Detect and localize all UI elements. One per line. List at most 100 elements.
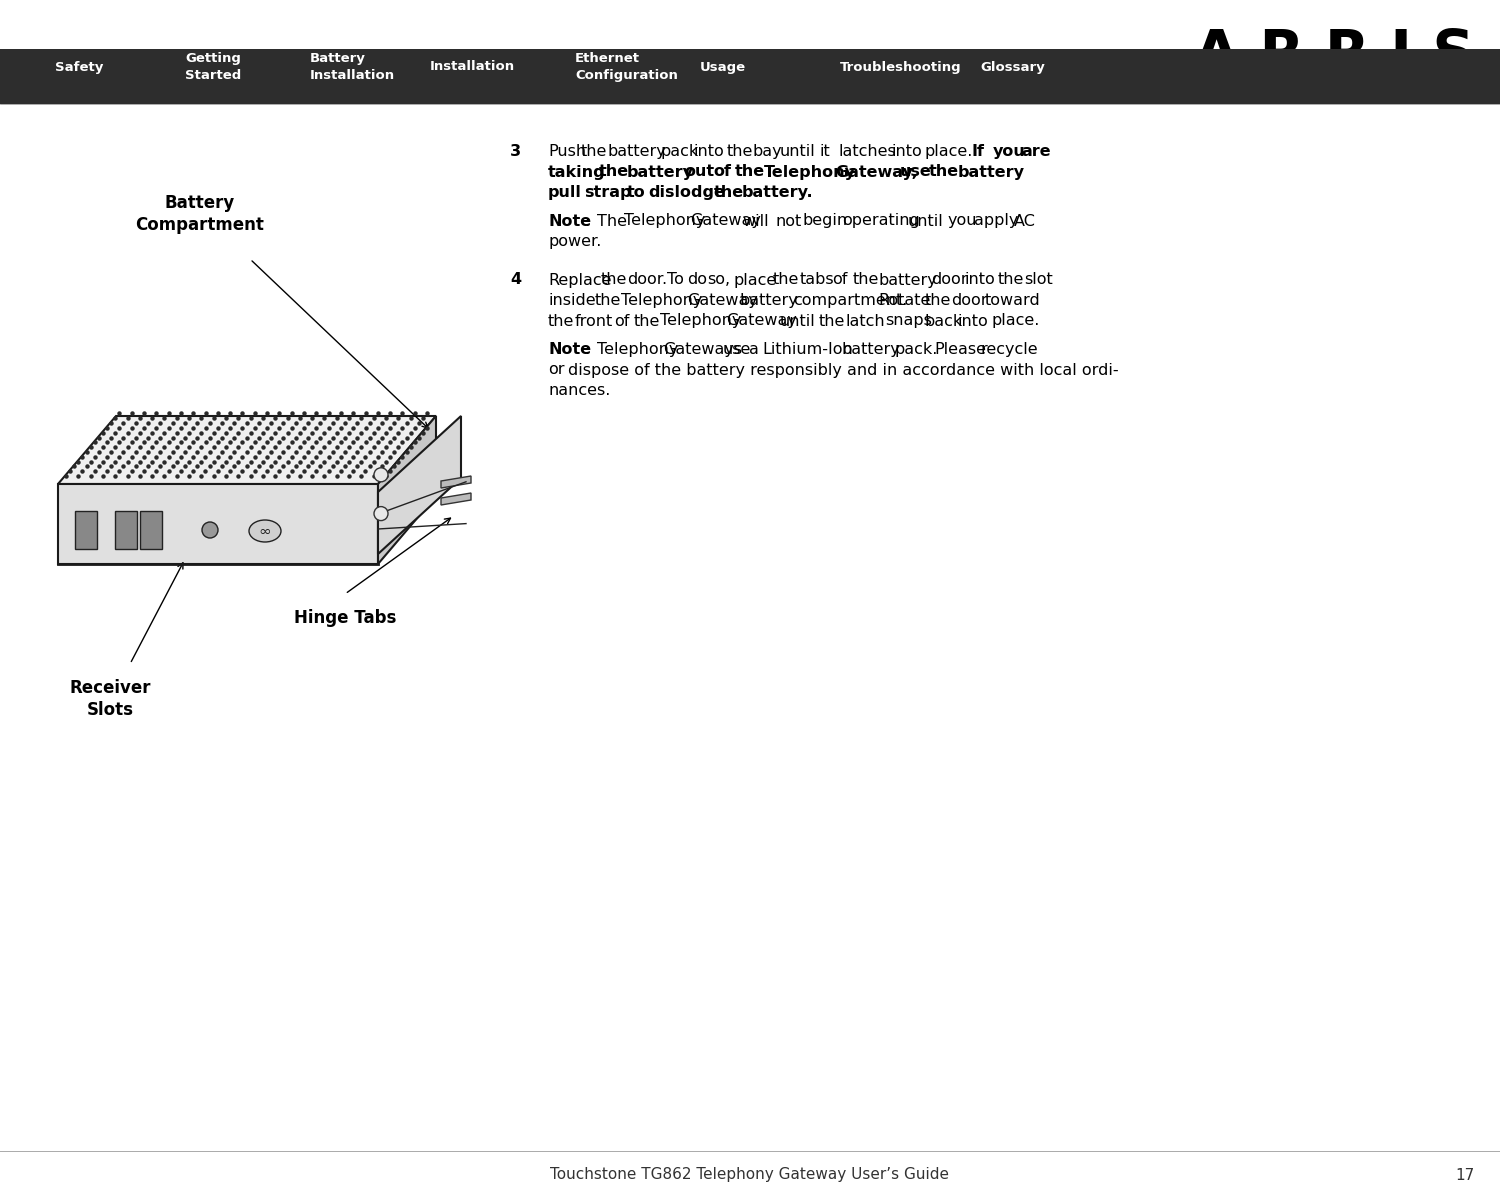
Bar — [140, 511, 162, 549]
Text: the: the — [819, 313, 846, 329]
Text: power.: power. — [548, 234, 602, 249]
Text: Installation: Installation — [310, 70, 394, 82]
Polygon shape — [441, 476, 471, 488]
Text: A R R I S: A R R I S — [1194, 28, 1474, 84]
Text: the: the — [580, 144, 608, 159]
Text: will: will — [742, 213, 770, 229]
Circle shape — [374, 468, 388, 482]
Text: a: a — [750, 342, 759, 357]
Text: inside: inside — [548, 293, 596, 308]
Text: use: use — [723, 342, 752, 357]
Text: 4: 4 — [510, 272, 520, 288]
Text: pack: pack — [660, 144, 699, 159]
Text: into: into — [964, 272, 996, 288]
Text: the: the — [772, 272, 800, 288]
Text: compartment.: compartment. — [792, 293, 908, 308]
Text: strap: strap — [584, 185, 632, 200]
Text: battery: battery — [957, 164, 1024, 180]
Text: Gateway: Gateway — [687, 293, 758, 308]
Text: Replace: Replace — [548, 272, 612, 288]
Text: toward: toward — [984, 293, 1040, 308]
Text: Glossary: Glossary — [980, 60, 1044, 73]
Text: the: the — [726, 144, 753, 159]
Text: place.: place. — [926, 144, 974, 159]
Text: battery: battery — [627, 164, 694, 180]
Text: Gateway: Gateway — [726, 313, 798, 329]
Text: ∞: ∞ — [258, 524, 272, 538]
Text: Receiver
Slots: Receiver Slots — [69, 679, 150, 719]
Text: Telephony: Telephony — [597, 342, 678, 357]
Text: latches: latches — [839, 144, 897, 159]
Text: Battery
Compartment: Battery Compartment — [135, 194, 264, 234]
Polygon shape — [441, 493, 471, 505]
Text: tabs: tabs — [800, 272, 834, 288]
Text: into: into — [892, 144, 922, 159]
Text: it: it — [819, 144, 830, 159]
Text: not: not — [776, 213, 802, 229]
Text: recycle: recycle — [981, 342, 1038, 357]
Text: are: are — [1022, 144, 1052, 159]
Text: Usage: Usage — [700, 60, 746, 73]
Text: or: or — [548, 362, 564, 378]
Text: back: back — [926, 313, 963, 329]
Text: door: door — [951, 293, 988, 308]
Text: the: the — [926, 293, 951, 308]
Text: front: front — [574, 313, 612, 329]
Text: Lithium-Ion: Lithium-Ion — [762, 342, 853, 357]
Text: to: to — [627, 185, 646, 200]
Text: until: until — [780, 313, 814, 329]
Text: Hinge Tabs: Hinge Tabs — [294, 609, 396, 627]
Text: dispose of the battery responsibly and in accordance with local ordi-: dispose of the battery responsibly and i… — [568, 362, 1119, 378]
Text: use: use — [900, 164, 932, 180]
Text: the: the — [928, 164, 958, 180]
Bar — [116, 511, 136, 549]
Text: battery: battery — [879, 272, 938, 288]
Text: Getting: Getting — [184, 52, 242, 65]
Text: Push: Push — [548, 144, 586, 159]
Bar — [58, 484, 378, 564]
Text: Started: Started — [184, 70, 242, 82]
Text: battery: battery — [608, 144, 666, 159]
Text: 17: 17 — [1455, 1168, 1474, 1182]
Text: Touchstone TG862 Telephony Gateway User’s Guide: Touchstone TG862 Telephony Gateway User’… — [550, 1168, 950, 1182]
Text: battery: battery — [740, 293, 798, 308]
Text: Gateway,: Gateway, — [836, 164, 918, 180]
Text: the: the — [598, 164, 628, 180]
Text: AC: AC — [1014, 213, 1035, 229]
Text: battery: battery — [842, 342, 900, 357]
Text: until: until — [908, 213, 944, 229]
Text: Rotate: Rotate — [879, 293, 932, 308]
Text: Configuration: Configuration — [574, 70, 678, 82]
Text: pull: pull — [548, 185, 582, 200]
Text: the: the — [714, 185, 744, 200]
Text: taking: taking — [548, 164, 606, 180]
Text: the: the — [735, 164, 765, 180]
Text: Telephony: Telephony — [624, 213, 705, 229]
Text: Telephony: Telephony — [660, 313, 742, 329]
Polygon shape — [378, 416, 460, 554]
Text: Telephony: Telephony — [764, 164, 855, 180]
Text: operating: operating — [842, 213, 920, 229]
Text: apply: apply — [974, 213, 1018, 229]
Circle shape — [202, 522, 217, 538]
Text: so,: so, — [706, 272, 730, 288]
Circle shape — [374, 507, 388, 520]
Text: begin: begin — [802, 213, 847, 229]
Text: To: To — [668, 272, 684, 288]
Text: slot: slot — [1024, 272, 1053, 288]
Text: of: of — [614, 313, 630, 329]
Text: the: the — [634, 313, 660, 329]
Polygon shape — [58, 416, 436, 484]
Text: Safety: Safety — [56, 60, 104, 73]
Bar — [75, 511, 98, 549]
Text: Note: Note — [548, 342, 591, 357]
Text: Troubleshooting: Troubleshooting — [840, 60, 962, 73]
Text: of: of — [714, 164, 732, 180]
Text: :: : — [584, 342, 590, 357]
Text: snaps: snaps — [885, 313, 932, 329]
Text: Battery: Battery — [310, 52, 366, 65]
Text: place: place — [734, 272, 777, 288]
Text: Note: Note — [548, 213, 591, 229]
Text: the: the — [852, 272, 879, 288]
Text: :: : — [584, 213, 590, 229]
